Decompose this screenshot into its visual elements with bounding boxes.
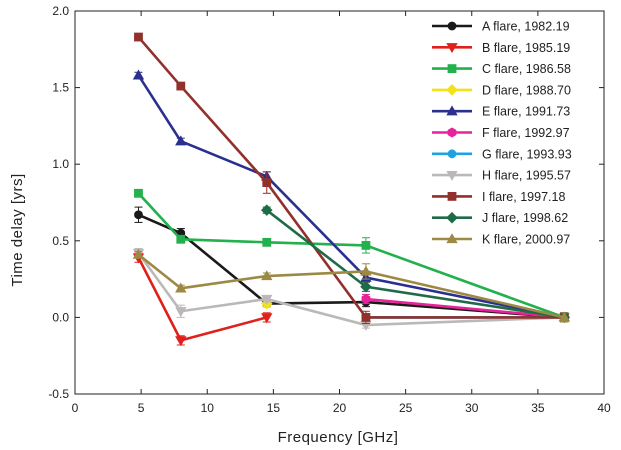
legend-label: B flare, 1985.19 [482, 41, 570, 55]
legend-entry: G flare, 1993.93 [432, 147, 572, 161]
data-point [360, 280, 372, 293]
legend-swatch-marker [446, 233, 458, 244]
x-axis-label: Frequency [GHz] [278, 429, 399, 446]
data-point [361, 312, 371, 322]
x-tick-label: 5 [138, 401, 145, 415]
legend-swatch-marker [446, 84, 458, 96]
legend-entry: F flare, 1992.97 [432, 126, 570, 140]
x-tick-label: 35 [531, 401, 545, 415]
x-tick-label: 0 [72, 401, 79, 415]
series-group [132, 248, 571, 323]
legend-entry: I flare, 1997.18 [432, 190, 565, 204]
y-tick-label: 1.0 [52, 157, 69, 171]
legend-entry: C flare, 1986.58 [432, 62, 571, 76]
x-tick-label: 40 [597, 401, 611, 415]
legend-entry: E flare, 1991.73 [432, 105, 570, 119]
x-tick-label: 20 [333, 401, 347, 415]
x-tick-label: 25 [399, 401, 413, 415]
legend-swatch-marker [446, 105, 458, 116]
data-point [176, 81, 186, 91]
legend-label: G flare, 1993.93 [482, 147, 572, 161]
series-group [132, 252, 273, 347]
legend-label: D flare, 1988.70 [482, 83, 571, 97]
axes: 0 5 10 15 20 25 30 35 40 -0.5 0.0 0.5 1.0 1.5 2.0 [48, 4, 611, 415]
data-point [262, 237, 272, 247]
x-tick-label: 30 [465, 401, 479, 415]
data-point [175, 336, 187, 347]
y-tick-label: 0.5 [52, 234, 69, 248]
legend-label: K flare, 2000.97 [482, 233, 570, 247]
legend-entry: A flare, 1982.19 [432, 20, 570, 34]
data-point [361, 293, 371, 305]
legend-label: J flare, 1998.62 [482, 211, 568, 225]
legend-swatch-marker [447, 149, 457, 159]
data-point [361, 240, 371, 250]
legend-swatch-marker [447, 64, 457, 73]
legend-label: F flare, 1992.97 [482, 126, 570, 140]
data-point [132, 248, 145, 259]
y-tick-label: -0.5 [48, 387, 69, 401]
legend-swatch-marker [447, 127, 457, 138]
data-point [175, 307, 187, 318]
x-tick-label: 15 [267, 401, 281, 415]
x-tick-label: 10 [201, 401, 215, 415]
legend-swatch-marker [447, 191, 457, 201]
legend: A flare, 1982.19 B flare, 1985.19 C flare,… [432, 20, 572, 247]
legend-label: A flare, 1982.19 [482, 20, 570, 34]
data-point [175, 135, 187, 146]
legend-entry: J flare, 1998.62 [432, 211, 568, 225]
legend-swatch-marker [446, 170, 458, 181]
y-axis-label: Time delay [yrs] [9, 173, 26, 286]
data-point [262, 178, 272, 187]
legend-entry: H flare, 1995.57 [432, 169, 571, 183]
data-point [360, 265, 372, 276]
y-tick-label: 0.0 [52, 310, 69, 324]
series-group [260, 204, 571, 324]
data-point [175, 282, 187, 293]
legend-label: E flare, 1991.73 [482, 105, 570, 119]
data-point [261, 294, 273, 305]
data-point [558, 311, 571, 322]
legend-swatch-marker [446, 43, 458, 54]
data-point [134, 32, 143, 42]
y-tick-label: 1.5 [52, 81, 69, 95]
data-point [176, 234, 186, 244]
legend-label: I flare, 1997.18 [482, 190, 565, 204]
data-point [132, 69, 145, 80]
plot-layer [132, 32, 571, 347]
legend-swatch-marker [446, 211, 458, 224]
legend-entry: K flare, 2000.97 [432, 233, 570, 247]
legend-entry: B flare, 1985.19 [432, 41, 570, 55]
data-point [134, 210, 143, 220]
series-line [365, 297, 565, 319]
legend-label: C flare, 1986.58 [482, 62, 571, 76]
data-point [134, 188, 143, 198]
data-point [261, 270, 273, 281]
legend-entry: D flare, 1988.70 [432, 83, 571, 97]
data-point [260, 204, 273, 216]
legend-swatch-marker [447, 21, 457, 31]
y-tick-label: 2.0 [52, 4, 69, 18]
data-point [261, 313, 273, 324]
legend-label: H flare, 1995.57 [482, 169, 571, 183]
